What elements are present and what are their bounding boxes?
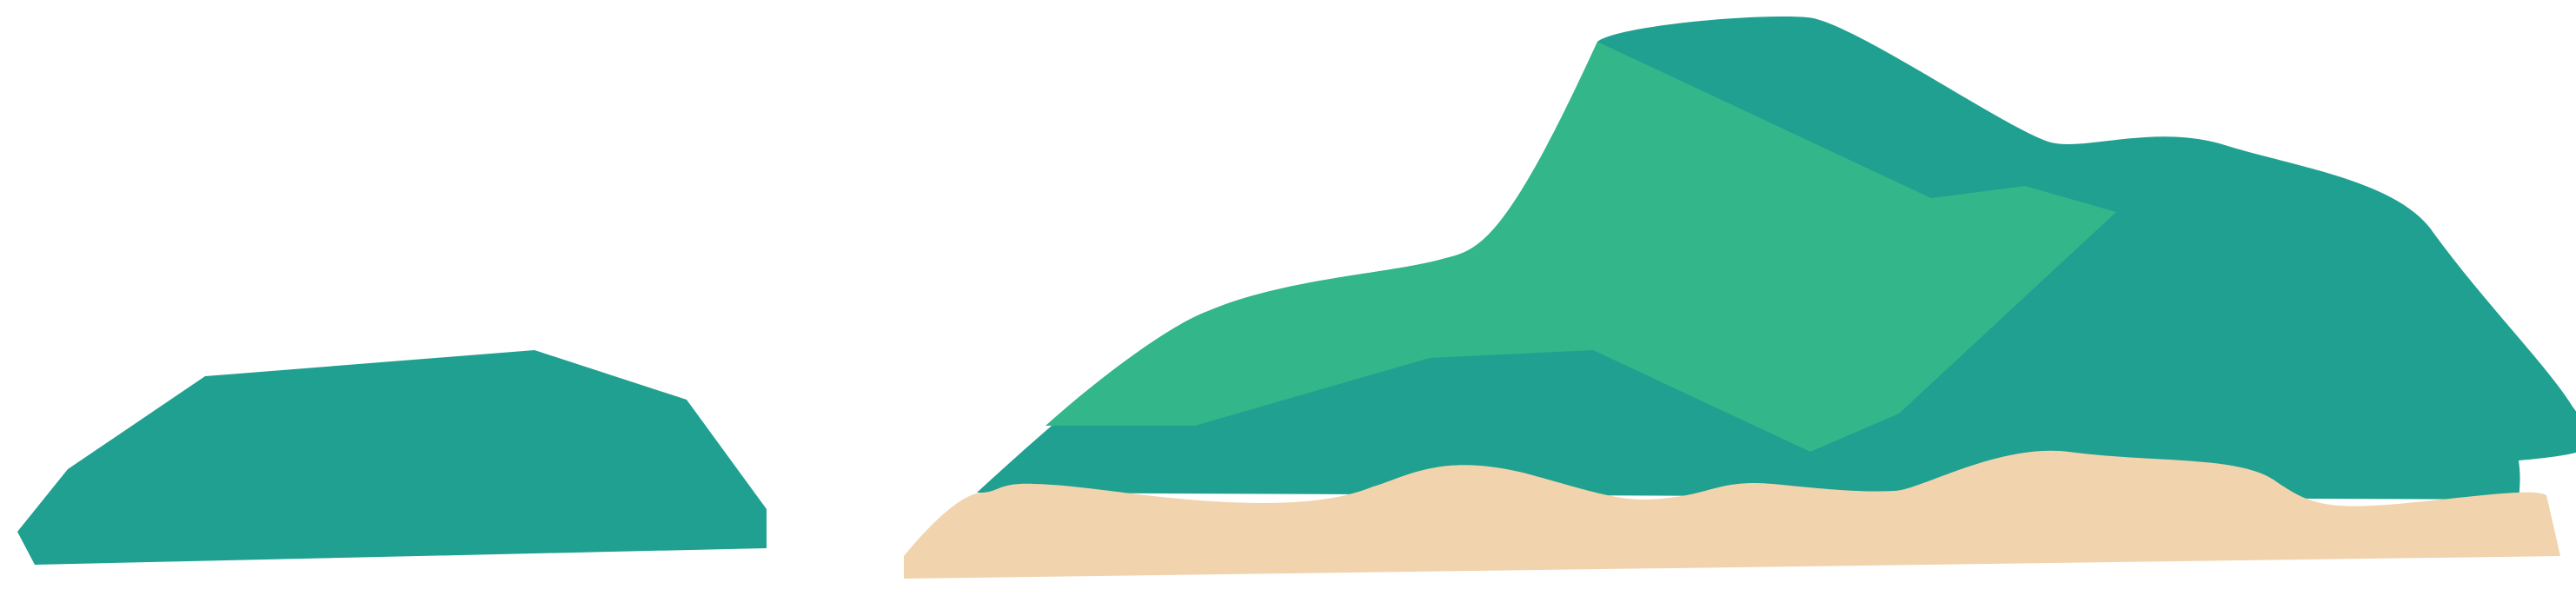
- small-teal-rock: [17, 350, 767, 565]
- green-highlight-facet: [1046, 42, 2116, 452]
- sand-ground-strip: [904, 450, 2560, 579]
